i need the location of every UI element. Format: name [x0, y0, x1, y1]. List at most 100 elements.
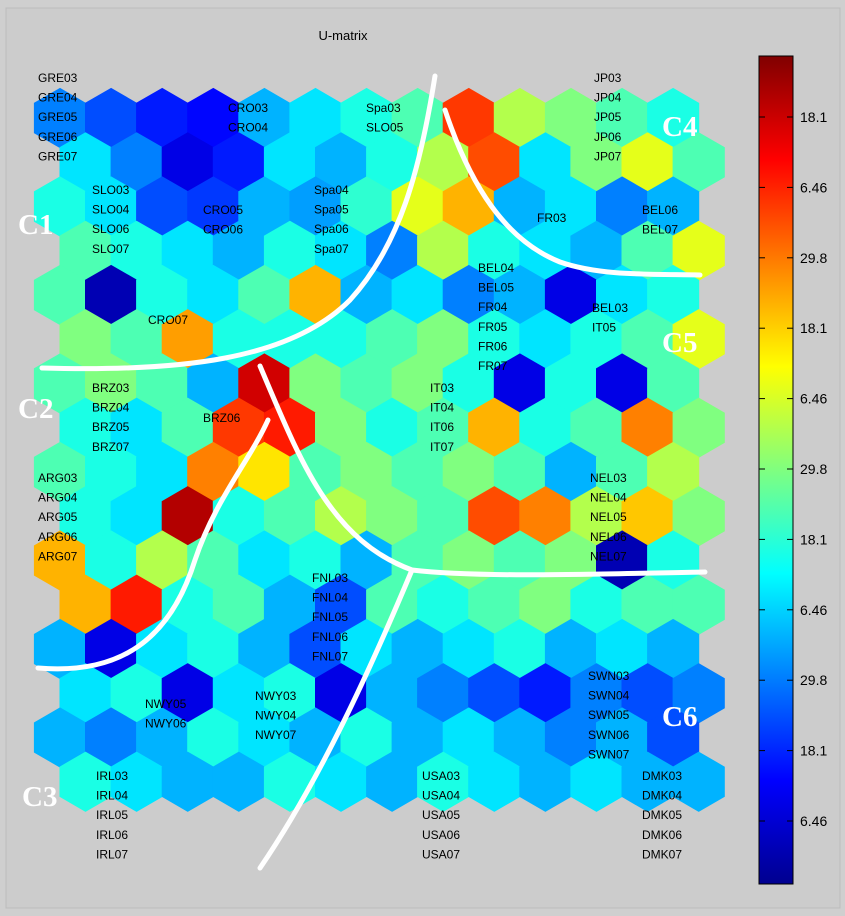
hex-cell — [85, 707, 138, 768]
hex-cell — [212, 132, 265, 193]
hex-cell — [493, 264, 546, 326]
hex-cell — [621, 220, 674, 281]
hex-cell — [417, 663, 470, 724]
hex-cell — [366, 397, 419, 458]
hex-cell — [672, 132, 725, 193]
hex-cell — [442, 441, 495, 503]
colorbar-tick-label: 29.8 — [800, 672, 827, 688]
colorbar — [758, 55, 794, 885]
hex-cell — [263, 663, 316, 724]
hex-cell — [136, 87, 189, 149]
hex-cell — [136, 176, 189, 237]
hex-cell — [417, 132, 470, 193]
unit-label: IT04 — [430, 401, 454, 415]
unit-label: BRZ03 — [92, 381, 130, 395]
unit-label: IRL04 — [96, 789, 128, 803]
colorbar-tick-label: 29.8 — [800, 250, 827, 266]
unit-label: FNL07 — [312, 649, 348, 663]
hex-cell — [315, 132, 368, 193]
hex-cell — [442, 707, 495, 768]
hex-cell — [570, 574, 623, 635]
unit-label: BEL06 — [642, 203, 678, 217]
hex-cell — [442, 264, 495, 326]
hex-cell — [468, 220, 521, 281]
hex-cell — [596, 441, 649, 503]
unit-label: Spa07 — [314, 242, 349, 256]
hex-cell — [468, 132, 521, 193]
unit-label: IT03 — [430, 381, 454, 395]
hex-cell — [493, 87, 546, 149]
unit-label: SLO04 — [92, 203, 130, 217]
unit-label: GRE07 — [38, 149, 78, 163]
colorbar-tick-label: 6.46 — [800, 391, 827, 407]
hex-cell — [59, 220, 112, 281]
unit-label: FR05 — [478, 320, 508, 334]
hex-cell — [263, 486, 316, 547]
colorbar-tick-label: 29.8 — [800, 461, 827, 477]
hex-cell — [544, 707, 597, 768]
unit-label: JP06 — [594, 130, 622, 144]
unit-label: GRE04 — [38, 91, 78, 105]
hex-cell — [366, 309, 419, 370]
hex-cell — [647, 618, 700, 680]
unit-label: BEL04 — [478, 261, 514, 275]
hex-cell — [33, 441, 87, 503]
hex-cell — [544, 441, 597, 503]
unit-label: USA03 — [422, 769, 460, 783]
hex-cell — [519, 309, 572, 370]
colorbar-tick-label: 18.1 — [800, 320, 827, 336]
unit-label: DMK03 — [642, 769, 682, 783]
hex-cell — [621, 309, 674, 370]
hex-cell — [59, 574, 112, 635]
unit-label: SWN04 — [588, 689, 630, 703]
hex-cell — [238, 87, 291, 149]
cluster-boundary-line — [257, 567, 415, 871]
hex-cell — [493, 618, 546, 680]
hex-cell — [417, 397, 470, 458]
unit-label: GRE06 — [38, 130, 78, 144]
hex-cell — [672, 309, 725, 370]
hex-cell — [136, 530, 189, 591]
cluster-label: C6 — [662, 701, 697, 733]
hex-cell — [493, 353, 546, 414]
unit-label: IT06 — [430, 420, 454, 434]
unit-label: NWY06 — [145, 717, 187, 731]
unit-label: FR04 — [478, 300, 508, 314]
hex-cell — [263, 132, 316, 193]
hex-cell — [621, 486, 674, 547]
hex-cell — [212, 220, 265, 281]
hex-cell — [315, 220, 368, 281]
cluster-label: C5 — [662, 327, 697, 359]
hex-cell — [391, 353, 444, 414]
hex-cell — [238, 441, 291, 503]
unit-label: FR03 — [537, 211, 567, 225]
hex-cell — [136, 618, 189, 680]
unit-label: BEL03 — [592, 301, 628, 315]
unit-label: BRZ04 — [92, 401, 130, 415]
hex-cell — [647, 264, 700, 326]
hex-cell — [519, 220, 572, 281]
hex-cell — [519, 397, 572, 458]
cluster-label: C2 — [18, 393, 53, 425]
colorbar-tick-label: 18.1 — [800, 743, 827, 759]
hex-cell — [519, 574, 572, 635]
hex-cell — [468, 486, 521, 547]
hex-cell — [315, 574, 368, 635]
cluster-boundary-line — [442, 107, 703, 278]
unit-label: JP05 — [594, 110, 622, 124]
unit-label: IRL07 — [96, 847, 128, 861]
hex-cell — [59, 397, 112, 458]
hex-cell — [672, 574, 725, 635]
hex-cell — [110, 397, 163, 458]
unit-label: USA06 — [422, 828, 460, 842]
hex-cell — [33, 530, 87, 591]
hex-cell — [187, 707, 240, 768]
hex-cell — [187, 441, 240, 503]
unit-label: BEL05 — [478, 281, 514, 295]
unit-label: CRO07 — [148, 313, 188, 327]
hex-cell — [315, 663, 368, 724]
hex-cell — [672, 486, 725, 547]
hex-cell — [366, 663, 419, 724]
hex-cell — [519, 132, 572, 193]
hex-cell — [366, 132, 419, 193]
